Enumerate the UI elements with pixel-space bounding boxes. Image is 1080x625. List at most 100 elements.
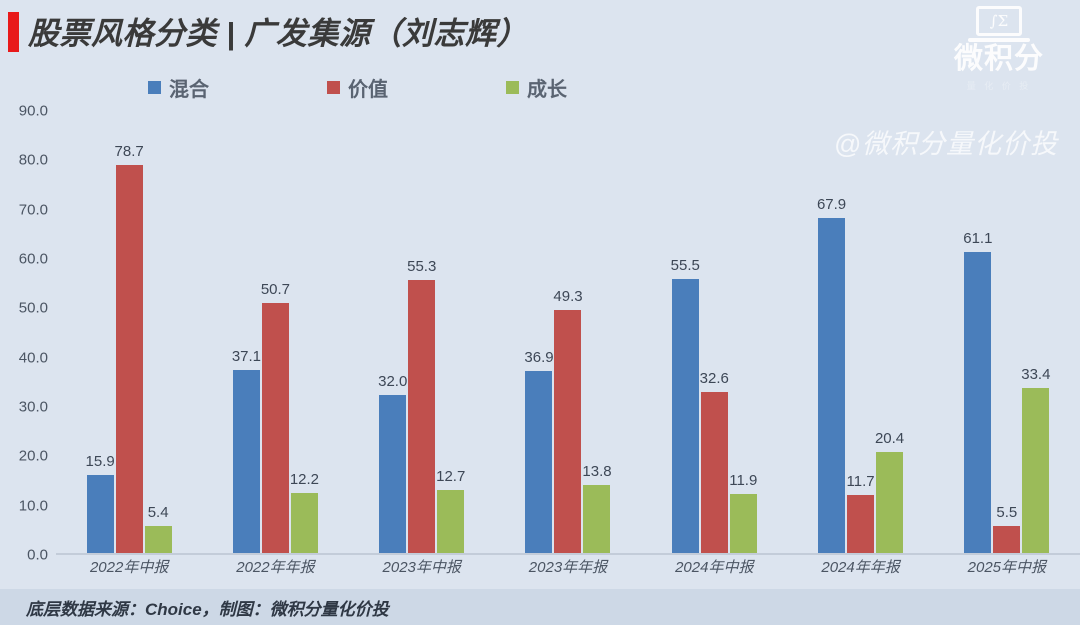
bar-group: 15.9 78.7 5.4 (56, 109, 202, 553)
x-axis-label: 2024年中报 (675, 559, 754, 576)
bar-value-label: 13.8 (582, 462, 612, 480)
bar-slot: 13.8 (582, 109, 612, 553)
bar-value-label: 37.1 (231, 347, 262, 365)
bar-chart: 0.0 10.0 20.0 30.0 40.0 50.0 60.0 70.0 80.0 90.0 … (0, 102, 1080, 564)
bar-slot: 36.9 (524, 109, 554, 553)
y-axis-tick: 30.0 (18, 398, 48, 416)
x-axis-label: 2023年年报 (528, 559, 608, 576)
bar-混合[interactable]: 67.9 (817, 196, 846, 553)
y-axis-tick: 50.0 (18, 299, 48, 317)
bar-value-label: 12.7 (436, 468, 466, 486)
bar-group: 61.1 5.5 33.4 (934, 109, 1080, 553)
x-axis-label: 2022年中报 (89, 559, 169, 576)
bar-slot: 33.4 (1021, 109, 1050, 553)
bar-slot: 50.7 (261, 109, 290, 553)
bar-价值[interactable]: 78.7 (115, 143, 144, 553)
bar-混合[interactable]: 32.0 (378, 373, 407, 553)
legend-swatch-growth (506, 80, 519, 94)
y-axis-tick: 20.0 (18, 447, 48, 465)
bar-混合[interactable]: 37.1 (232, 348, 261, 553)
x-axis-label: 2023年中报 (382, 559, 461, 576)
y-axis-tick: 70.0 (18, 201, 48, 219)
bar-value-label: 78.7 (114, 142, 144, 160)
bar-价值[interactable]: 11.7 (847, 473, 875, 553)
bar-slot: 61.1 (963, 109, 992, 553)
bar-value-label: 11.9 (729, 472, 758, 490)
bar-价值[interactable]: 49.3 (553, 288, 583, 553)
legend-swatch-value (327, 80, 340, 94)
y-axis-tick: 0.0 (27, 546, 48, 564)
bar-成长[interactable]: 5.4 (144, 504, 172, 553)
bar-混合[interactable]: 36.9 (524, 349, 554, 553)
bar-group: 55.5 32.6 11.9 (641, 109, 787, 553)
plot-area: 15.9 78.7 5.4 37.1 50.7 12.2 32.0 55.3 12.7 36.9 4… (56, 105, 1080, 555)
bar-value-label: 67.9 (816, 196, 847, 214)
page-title: 股票风格分类 | 广发集源（刘志辉） (28, 16, 528, 51)
chart-footer: 底层数据来源：Choice，制图：微积分量化价投 (0, 589, 1080, 625)
bar-混合[interactable]: 15.9 (86, 453, 115, 553)
bar-slot: 12.2 (290, 109, 319, 553)
bar-value-label: 5.4 (147, 504, 169, 522)
bar-slot: 55.5 (671, 109, 700, 553)
bar-group: 36.9 49.3 13.8 (495, 109, 641, 553)
x-axis-label: 2025年中报 (967, 559, 1047, 576)
legend-label-hybrid: 混合 (169, 78, 209, 101)
bar-value-label: 49.3 (553, 287, 583, 305)
legend-swatch-hybrid (148, 80, 161, 94)
bar-价值[interactable]: 5.5 (993, 504, 1021, 553)
legend-item-value[interactable]: 价值 (327, 73, 388, 102)
legend-label-value: 价值 (348, 78, 388, 101)
x-axis-label: 2022年年报 (236, 559, 315, 576)
bar-slot: 55.3 (407, 109, 436, 553)
bar-value-label: 5.5 (996, 503, 1018, 521)
bar-成长[interactable]: 13.8 (582, 463, 612, 553)
bar-slot: 67.9 (817, 109, 846, 553)
legend-label-growth: 成长 (527, 78, 567, 101)
bar-slot: 37.1 (232, 109, 261, 553)
x-axis-label: 2024年年报 (821, 559, 900, 576)
bar-成长[interactable]: 11.9 (729, 472, 757, 553)
logo-subtitle: 量 化 价 投 (966, 81, 1032, 91)
bar-value-label: 55.5 (670, 257, 700, 275)
y-axis-tick: 90.0 (18, 102, 48, 120)
bar-slot: 32.6 (700, 109, 729, 553)
bar-slot: 49.3 (553, 109, 583, 553)
bar-value-label: 50.7 (260, 280, 291, 298)
bar-成长[interactable]: 12.2 (290, 471, 319, 553)
logo-mark-glyph: ∫Σ (989, 11, 1009, 30)
bar-价值[interactable]: 55.3 (407, 258, 436, 553)
bar-value-label: 20.4 (874, 430, 905, 448)
bar-value-label: 33.4 (1021, 366, 1051, 384)
legend-item-hybrid[interactable]: 混合 (148, 73, 209, 102)
chart-legend: 混合 价值 成长 (0, 72, 700, 102)
y-axis-tick: 40.0 (18, 349, 48, 367)
bar-slot: 32.0 (378, 109, 407, 553)
bar-value-label: 11.7 (846, 473, 875, 491)
bar-value-label: 61.1 (963, 229, 993, 247)
bar-成长[interactable]: 33.4 (1021, 366, 1050, 553)
y-axis-tick: 60.0 (18, 250, 48, 268)
logo-name: 微积分 (953, 43, 1044, 75)
chart-header: 股票风格分类 | 广发集源（刘志辉） (0, 0, 1080, 62)
bar-value-label: 55.3 (407, 258, 437, 276)
bar-价值[interactable]: 50.7 (261, 281, 290, 553)
bar-slot: 5.5 (993, 109, 1021, 553)
bar-slot: 12.7 (436, 109, 465, 553)
title-accent-bar (8, 12, 19, 52)
bar-slot: 5.4 (144, 109, 172, 553)
legend-item-growth[interactable]: 成长 (506, 73, 567, 102)
bar-价值[interactable]: 32.6 (700, 370, 729, 553)
y-axis-tick: 80.0 (18, 151, 48, 169)
bar-value-label: 36.9 (524, 348, 554, 366)
bar-group: 32.0 55.3 12.7 (349, 109, 495, 553)
source-note: 底层数据来源：Choice，制图：微积分量化价投 (26, 599, 389, 619)
bar-group: 67.9 11.7 20.4 (787, 109, 933, 553)
bar-slot: 78.7 (115, 109, 144, 553)
x-axis: 2022年中报 2022年年报 2023年中报 2023年年报 2024年中报 2024年… (56, 556, 1080, 582)
bar-成长[interactable]: 12.7 (436, 468, 465, 553)
bar-混合[interactable]: 61.1 (963, 230, 992, 553)
bar-value-label: 12.2 (289, 470, 320, 488)
bar-成长[interactable]: 20.4 (875, 430, 904, 553)
bar-slot: 11.7 (847, 109, 875, 553)
bar-混合[interactable]: 55.5 (671, 257, 700, 553)
